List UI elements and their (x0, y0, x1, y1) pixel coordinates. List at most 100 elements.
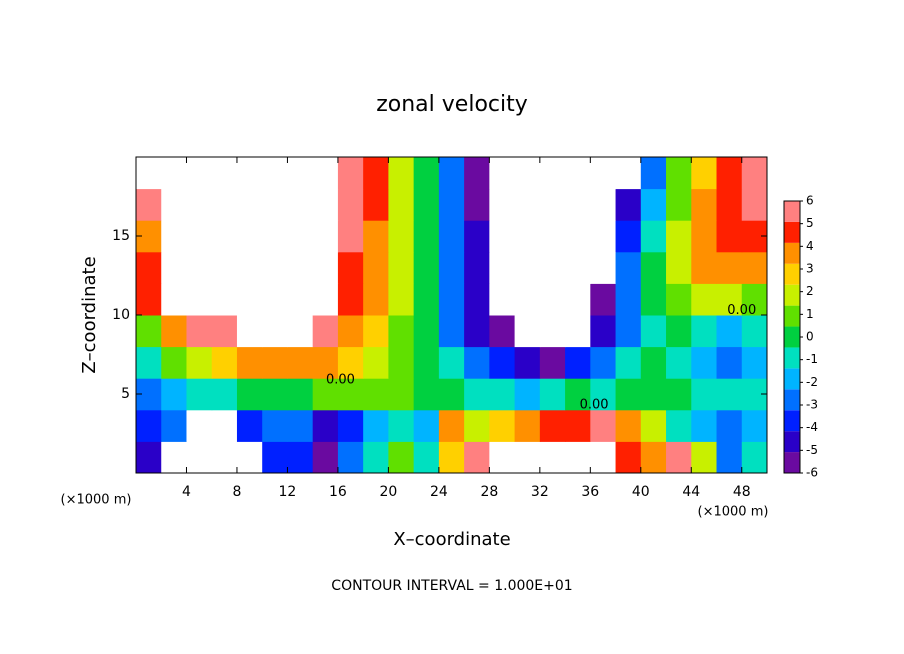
heat-cell (539, 378, 566, 411)
heat-cell (590, 441, 617, 474)
heat-cell (211, 188, 238, 221)
heat-cell (489, 409, 516, 442)
colorbar-tick-label: -5 (806, 443, 818, 457)
colorbar-swatch (784, 431, 800, 453)
heat-cell (666, 157, 692, 190)
heat-cell (211, 220, 238, 253)
heat-cell (161, 251, 187, 284)
heat-cell (211, 346, 238, 379)
heat-cell (211, 315, 238, 348)
heat-cell (236, 157, 263, 190)
heat-cell (565, 251, 591, 284)
heat-cell (262, 157, 288, 190)
heat-cell (464, 441, 490, 474)
heat-cell (287, 378, 314, 411)
colorbar-tick-label: 6 (806, 194, 814, 208)
heat-cell (590, 378, 617, 411)
heat-cell (590, 283, 617, 316)
heat-cell (716, 441, 743, 474)
heat-cell (438, 315, 465, 348)
colorbar-swatch (784, 410, 800, 432)
heat-cell (464, 188, 490, 221)
heat-cell (312, 157, 339, 190)
heat-cell (186, 157, 213, 190)
heat-cell (438, 220, 465, 253)
heat-cell (590, 220, 617, 253)
heat-cell (741, 346, 768, 379)
heat-cell (666, 220, 692, 253)
colorbar-swatch (784, 221, 800, 243)
heat-cell (666, 315, 692, 348)
heat-cell (337, 157, 364, 190)
heat-cell (691, 157, 718, 190)
colorbar-tick-label: -4 (806, 420, 818, 434)
heat-cell (363, 315, 389, 348)
heat-cell (438, 188, 465, 221)
heat-cell (539, 346, 566, 379)
heat-cell (539, 157, 566, 190)
heat-cell (489, 441, 516, 474)
x-tick-label: 24 (430, 484, 448, 500)
heat-cell (262, 378, 288, 411)
footer: CONTOUR INTERVAL = 1.000E+01 (331, 578, 572, 594)
heat-cell (514, 251, 541, 284)
heat-cell (186, 188, 213, 221)
heat-cell (691, 220, 718, 253)
heat-cell (236, 188, 263, 221)
heat-cell (186, 441, 213, 474)
heat-cell (413, 409, 440, 442)
heat-cell (640, 220, 667, 253)
heat-cell (186, 346, 213, 379)
colorbar-swatch (784, 452, 800, 473)
heat-cell (489, 283, 516, 316)
heat-cell (716, 188, 743, 221)
heat-cell (161, 346, 187, 379)
heat-cell (312, 441, 339, 474)
heat-cell (640, 315, 667, 348)
contour-label: 0.00 (727, 303, 756, 318)
heat-cell (186, 409, 213, 442)
heat-cell (741, 409, 768, 442)
heat-cell (186, 251, 213, 284)
heat-cell (565, 409, 591, 442)
y-axis-label: Z–coordinate (79, 256, 100, 373)
heat-cell (236, 251, 263, 284)
heat-cell (337, 220, 364, 253)
x-tick-label: 4 (182, 484, 191, 500)
heat-cell (287, 188, 314, 221)
heat-cell (691, 315, 718, 348)
heat-cell (236, 346, 263, 379)
heat-cell (287, 283, 314, 316)
heat-cell (464, 220, 490, 253)
heat-cell (363, 157, 389, 190)
x-unit-label: (×1000 m) (61, 493, 132, 508)
heat-cell (312, 220, 339, 253)
heat-cell (666, 441, 692, 474)
heat-cell (363, 220, 389, 253)
heat-cell (514, 441, 541, 474)
heat-cell (262, 188, 288, 221)
heat-cell (388, 251, 415, 284)
heat-cell (211, 441, 238, 474)
heat-cell (388, 378, 415, 411)
heat-cell (565, 315, 591, 348)
heat-cell (438, 378, 465, 411)
x-unit-label: (×1000 m) (698, 505, 769, 520)
colorbar-tick-label: 4 (806, 239, 814, 253)
heat-cell (136, 251, 162, 284)
heat-cell (438, 283, 465, 316)
heat-cell (363, 188, 389, 221)
heat-cell (363, 441, 389, 474)
heat-cell (539, 315, 566, 348)
heat-cell (312, 315, 339, 348)
colorbar-swatch (784, 368, 800, 390)
heat-cell (287, 441, 314, 474)
heat-cell (438, 157, 465, 190)
heat-cell (211, 409, 238, 442)
heat-cell (363, 409, 389, 442)
heat-cell (615, 409, 642, 442)
x-tick-label: 28 (480, 484, 498, 500)
heat-cell (438, 251, 465, 284)
heat-cell (464, 157, 490, 190)
